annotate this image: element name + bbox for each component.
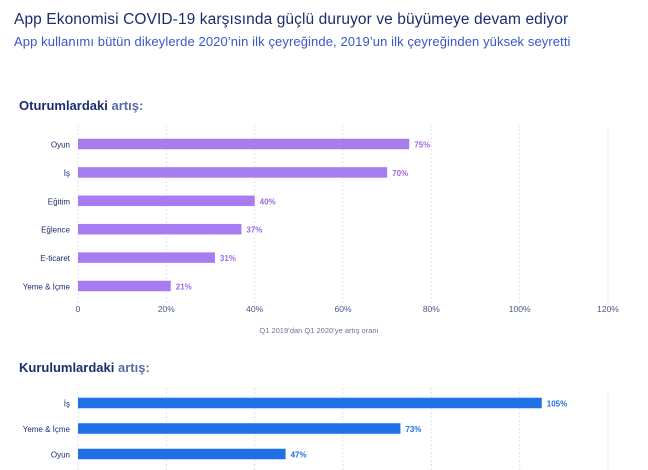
bar-value-label: 75% bbox=[414, 141, 430, 150]
bar bbox=[78, 280, 171, 292]
bar-value-label: 37% bbox=[246, 226, 262, 235]
bar bbox=[78, 448, 286, 460]
sessions-title-light: artış: bbox=[111, 98, 144, 113]
page-title: App Ekonomisi COVID-19 karşısında güçlü … bbox=[14, 11, 569, 28]
category-label: İş bbox=[64, 169, 70, 178]
bar bbox=[78, 397, 542, 409]
bar-value-label: 73% bbox=[405, 425, 421, 434]
bar bbox=[78, 252, 215, 263]
bar-value-label: 31% bbox=[220, 254, 236, 263]
bar-value-label: 47% bbox=[291, 451, 307, 460]
category-label: Yeme & İçme bbox=[23, 283, 71, 292]
x-tick-label: 100% bbox=[509, 304, 531, 314]
sessions-growth-chart: Oyun 75% İş 70% Eğitim 40% Eğlence 37% E-ticaret… bbox=[23, 125, 619, 335]
x-axis-title: Q1 2019’dan Q1 2020’ye artış oranı bbox=[259, 326, 378, 335]
category-label: Oyun bbox=[51, 141, 70, 150]
bar-value-label: 70% bbox=[392, 169, 408, 178]
category-label: Yeme & İçme bbox=[23, 425, 71, 434]
installs-section-title: Kurulumlardaki artış: bbox=[19, 360, 150, 375]
sessions-title-bold: Oturumlardaki bbox=[19, 98, 108, 113]
bar bbox=[78, 423, 401, 434]
x-tick-label: 20% bbox=[158, 304, 175, 314]
x-tick-label: 40% bbox=[246, 304, 263, 314]
bar bbox=[78, 195, 255, 207]
bar bbox=[78, 167, 388, 178]
category-label: E-ticaret bbox=[40, 254, 71, 263]
bar bbox=[78, 223, 242, 235]
bar bbox=[78, 138, 410, 150]
x-tick-label: 60% bbox=[334, 304, 351, 314]
installs-growth-chart: İş 105% Yeme & İçme 73% Oyun 47% bbox=[23, 388, 609, 470]
category-label: Oyun bbox=[51, 451, 70, 460]
x-tick-label: 0 bbox=[76, 304, 81, 314]
installs-title-bold: Kurulumlardaki bbox=[19, 360, 115, 375]
sessions-section-title: Oturumlardaki artış: bbox=[19, 98, 143, 113]
x-tick-label: 80% bbox=[423, 304, 440, 314]
bar-value-label: 21% bbox=[176, 283, 192, 292]
page-subtitle: App kullanımı bütün dikeylerde 2020’nin … bbox=[14, 34, 571, 49]
category-label: Eğlence bbox=[41, 226, 70, 235]
category-label: Eğitim bbox=[48, 197, 71, 206]
bar-value-label: 105% bbox=[547, 400, 567, 409]
installs-title-light: artış: bbox=[117, 360, 150, 375]
category-label: İş bbox=[64, 400, 70, 409]
bar-value-label: 40% bbox=[260, 197, 276, 206]
x-tick-label: 120% bbox=[597, 304, 619, 314]
